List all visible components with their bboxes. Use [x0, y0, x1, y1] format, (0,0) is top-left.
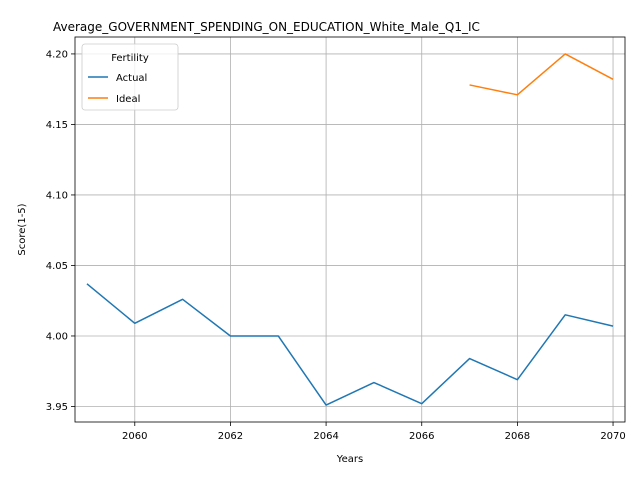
- series-lines: [86, 53, 614, 406]
- y-tick-label: 4.10: [46, 190, 68, 201]
- x-tick-label: 2066: [409, 431, 434, 442]
- legend-label-actual: Actual: [116, 73, 147, 84]
- legend-title: Fertility: [111, 53, 149, 64]
- chart-title: Average_GOVERNMENT_SPENDING_ON_EDUCATION…: [53, 20, 480, 34]
- legend-label-ideal: Ideal: [116, 94, 140, 105]
- x-axis-ticks: 2060 2062 2064 2066 2068 2070: [122, 422, 626, 442]
- x-tick-label: 2070: [600, 431, 625, 442]
- y-tick-label: 4.15: [46, 120, 68, 131]
- y-tick-label: 3.95: [46, 402, 68, 413]
- y-tick-label: 4.05: [46, 261, 68, 272]
- y-axis-label: Score(1-5): [17, 203, 28, 255]
- plot-frame: [74, 36, 626, 423]
- y-axis-ticks: 3.95 4.00 4.05 4.10 4.15 4.20: [46, 49, 75, 413]
- series-line-ideal: [469, 53, 614, 96]
- legend-box: [81, 43, 179, 111]
- x-axis-label: Years: [336, 454, 363, 465]
- x-tick-label: 2060: [122, 431, 147, 442]
- x-tick-label: 2064: [313, 431, 338, 442]
- legend: Fertility Actual Ideal: [81, 43, 179, 111]
- x-tick-label: 2068: [505, 431, 530, 442]
- series-line-actual: [86, 283, 614, 406]
- y-tick-label: 4.20: [46, 49, 68, 60]
- y-tick-label: 4.00: [46, 331, 68, 342]
- x-tick-label: 2062: [218, 431, 243, 442]
